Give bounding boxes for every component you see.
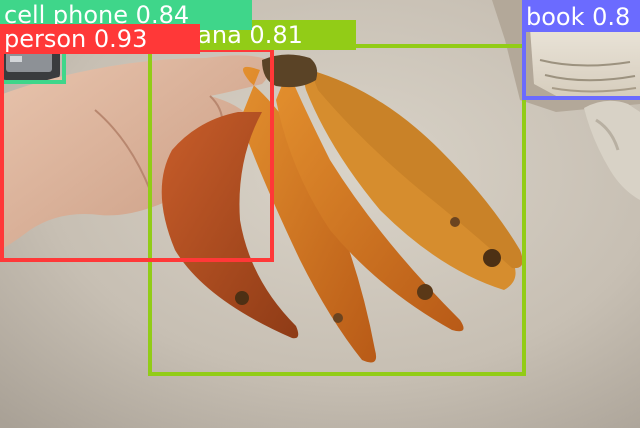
person-label-text: person	[4, 25, 87, 53]
hand	[0, 55, 270, 250]
banana-score: 0.81	[249, 21, 303, 49]
book-label-text: book	[526, 3, 585, 31]
person-label: person 0.93	[0, 24, 200, 54]
person-score: 0.93	[93, 25, 148, 53]
cloth	[584, 100, 640, 200]
book-score: 0.8	[592, 3, 631, 31]
person-box	[0, 48, 274, 262]
book-label: book 0.8	[522, 2, 640, 32]
banana-bunch	[161, 54, 523, 363]
